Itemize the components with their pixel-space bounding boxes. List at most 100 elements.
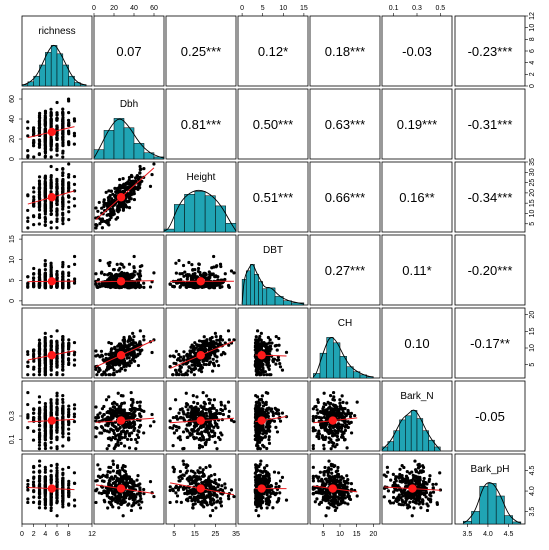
scatter-point [112, 400, 116, 404]
scatter-point [43, 489, 48, 493]
scatter-point [97, 366, 101, 371]
scatter-point [117, 343, 121, 347]
scatter-point [49, 261, 53, 265]
scatter-point [104, 368, 109, 372]
scatter-point [67, 361, 71, 365]
scatter-panel-Height-Dbh [94, 162, 156, 230]
scatter-point [67, 218, 71, 222]
scatter-point [191, 394, 195, 398]
scatter-point [206, 276, 211, 280]
scatter-point [187, 260, 191, 265]
histogram-bar-richness-8 [68, 75, 75, 87]
scatter-point [208, 407, 212, 411]
scatter-point [61, 180, 65, 184]
scatter-point [26, 390, 30, 395]
scatter-point [349, 431, 354, 435]
scatter-point [142, 281, 146, 285]
scatter-point [190, 343, 194, 347]
scatter-point [132, 334, 136, 339]
scatter-point [177, 258, 181, 263]
scatter-point [184, 391, 188, 395]
scatter-point [216, 349, 220, 353]
scatter-point [94, 272, 98, 276]
scatter-point [72, 412, 77, 416]
scatter-point [43, 194, 47, 198]
scatter-point [216, 275, 220, 279]
scatter-point [211, 357, 215, 361]
scatter-point [204, 407, 208, 412]
scatter-point [130, 174, 134, 179]
scatter-point [67, 271, 71, 275]
scatter-point [255, 329, 260, 333]
variable-label-Dbh: Dbh [120, 99, 138, 110]
panel-frame-CH-Height [165, 307, 237, 379]
scatter-point [129, 437, 133, 442]
scatter-point [135, 354, 139, 358]
scatter-point [32, 195, 36, 199]
scatter-point [116, 273, 120, 277]
scatter-point [335, 442, 339, 447]
scatter-panel-Bark_pH-Dbh [94, 459, 156, 518]
scatter-point [202, 400, 206, 404]
scatter-point [152, 271, 156, 275]
panel-frame-Height-richness [21, 161, 93, 233]
scatter-point [195, 343, 199, 347]
scatter-point [111, 192, 115, 196]
histogram-bar-richness-7 [62, 64, 69, 87]
scatter-point [194, 436, 198, 440]
scatter-point [61, 338, 65, 342]
scatter-point [97, 200, 101, 205]
scatter-point [136, 429, 140, 433]
scatter-point [211, 429, 215, 433]
scatter-point [43, 373, 47, 377]
scatter-point [327, 440, 331, 444]
scatter-point [265, 446, 269, 451]
scatter-point [49, 499, 53, 504]
scatter-point [254, 400, 258, 404]
scatter-point [196, 266, 201, 271]
scatter-point [111, 363, 115, 367]
scatter-point [37, 277, 42, 282]
scatter-point [349, 420, 353, 424]
scatter-point [61, 420, 65, 424]
scatter-point [114, 217, 118, 221]
scatter-point [328, 405, 332, 409]
scatter-point [102, 404, 106, 409]
scatter-point [114, 284, 118, 288]
scatter-point [267, 367, 271, 371]
scatter-point [49, 118, 53, 122]
scatter-point [32, 186, 36, 190]
scatter-point [107, 444, 111, 448]
scatter-point [55, 362, 59, 366]
scatter-point [181, 283, 185, 287]
scatter-point [174, 261, 178, 265]
panel-frame-Bark_N-CH [309, 380, 381, 452]
scatter-point [43, 258, 47, 263]
scatter-point [136, 177, 141, 182]
scatter-point [37, 400, 42, 404]
scatter-point [132, 273, 136, 277]
scatter-point [98, 431, 102, 435]
scatter-point [338, 401, 342, 405]
scatter-point [253, 437, 258, 442]
scatter-point [120, 270, 124, 275]
scatter-point [132, 265, 136, 269]
scatter-point [219, 431, 223, 435]
scatter-point [213, 354, 217, 358]
scatter-point [184, 273, 188, 277]
scatter-point [132, 180, 136, 184]
mean-point-DBT-Dbh [116, 277, 126, 286]
panel-frame-DBT-Height [165, 234, 237, 306]
scatter-point [43, 141, 47, 145]
scatter-point [32, 490, 36, 494]
mean-point-Bark_pH-richness [47, 484, 57, 493]
correlation-label-Dbh-Bark_pH: -0.31*** [468, 117, 513, 132]
scatter-point [346, 408, 350, 413]
panel-frame-Height-Bark_N [381, 161, 453, 233]
histogram-bar-Bark_pH-4 [495, 495, 505, 525]
scatter-point [61, 272, 65, 276]
scatter-point [98, 258, 102, 263]
scatter-point [37, 179, 42, 183]
scatter-point [26, 285, 30, 289]
scatter-point [278, 365, 283, 369]
